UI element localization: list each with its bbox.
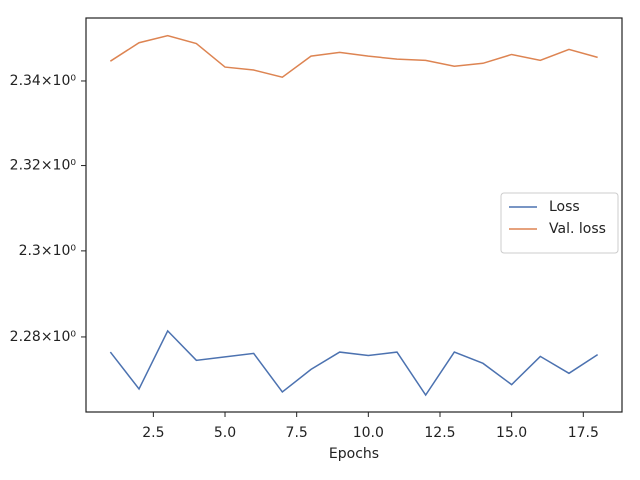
line <box>109 329 599 397</box>
legend-label: Loss <box>549 199 580 215</box>
x-tick-label: 5.0 <box>214 425 236 441</box>
legend-label: Val. loss <box>549 221 606 237</box>
legend-box <box>500 192 619 254</box>
x-tick-label: 10.0 <box>353 425 384 441</box>
plot-frame <box>85 17 623 413</box>
y-tick-label: 2.34×10⁰ <box>10 73 77 89</box>
x-tick-label: 15.0 <box>496 425 527 441</box>
x-tick-label: 12.5 <box>424 425 455 441</box>
x-axis-label: Epochs <box>329 446 379 462</box>
y-tick-label: 2.3×10⁰ <box>19 243 77 259</box>
y-tick-label: 2.32×10⁰ <box>10 158 77 174</box>
x-tick-label: 2.5 <box>142 425 164 441</box>
x-tick-label: 7.5 <box>286 425 308 441</box>
line <box>109 34 598 78</box>
x-tick-label: 17.5 <box>568 425 599 441</box>
y-tick-label: 2.28×10⁰ <box>10 329 77 345</box>
